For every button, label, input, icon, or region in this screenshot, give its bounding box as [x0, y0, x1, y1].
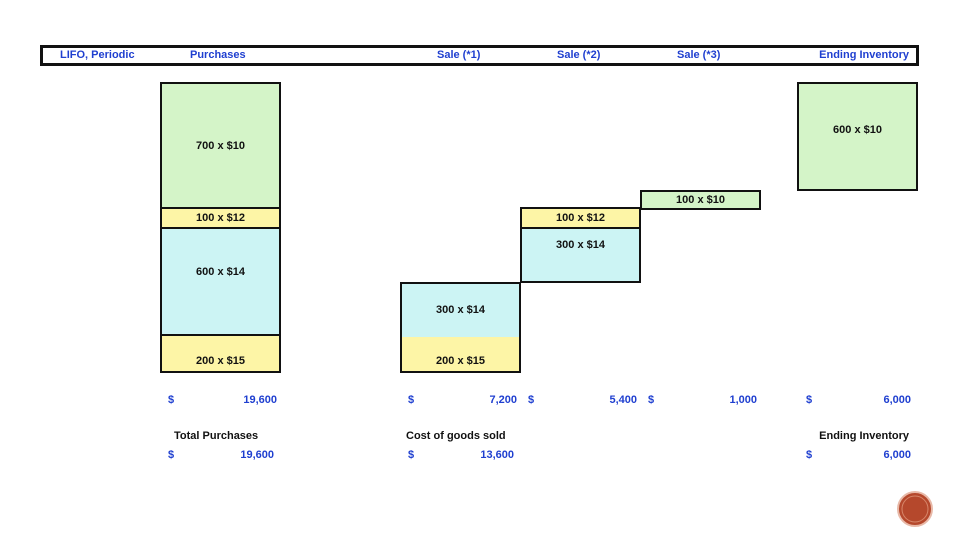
amount: 1,000: [729, 394, 757, 406]
amount: 19,600: [243, 394, 277, 406]
layer-box: 100 x $12: [160, 209, 281, 227]
header-label: Sale (*1): [437, 49, 481, 61]
summary-label: Total Purchases: [174, 430, 259, 442]
summary-label: Ending Inventory: [819, 430, 909, 442]
page-badge: [897, 491, 933, 527]
header-label: Ending Inventory: [819, 49, 909, 61]
currency: $: [168, 449, 175, 461]
box-border: [400, 282, 521, 373]
amount: 13,600: [480, 449, 514, 461]
header-label: Sale (*3): [677, 49, 721, 61]
currency: $: [528, 394, 535, 406]
layer-box: 300 x $14: [400, 282, 521, 337]
summary-label: Cost of goods sold: [406, 430, 506, 442]
layer-box: 700 x $10: [160, 82, 281, 209]
currency: $: [806, 394, 813, 406]
header-label: Purchases: [190, 49, 246, 61]
amount: 6,000: [883, 394, 911, 406]
layer-box: 100 x $10: [640, 190, 761, 210]
header-label: Sale (*2): [557, 49, 601, 61]
amount: 19,600: [240, 449, 274, 461]
box-border: [160, 334, 281, 373]
layer-box: 600 x $10: [797, 82, 918, 191]
layer-box: 300 x $14: [520, 227, 641, 282]
currency: $: [168, 394, 175, 406]
amount: 5,400: [609, 394, 637, 406]
layer-box: 200 x $15: [400, 337, 521, 373]
currency: $: [408, 449, 415, 461]
layer-box: 600 x $14: [160, 227, 281, 336]
box-border: [520, 207, 641, 229]
layer-box: 100 x $12: [520, 209, 641, 227]
amount: 6,000: [883, 449, 911, 461]
amount: 7,200: [489, 394, 517, 406]
header-bar: [40, 45, 919, 66]
layer-box: 200 x $15: [160, 336, 281, 373]
box-border: [160, 207, 281, 229]
currency: $: [806, 449, 813, 461]
currency: $: [408, 394, 415, 406]
header-label: LIFO, Periodic: [60, 49, 135, 61]
currency: $: [648, 394, 655, 406]
